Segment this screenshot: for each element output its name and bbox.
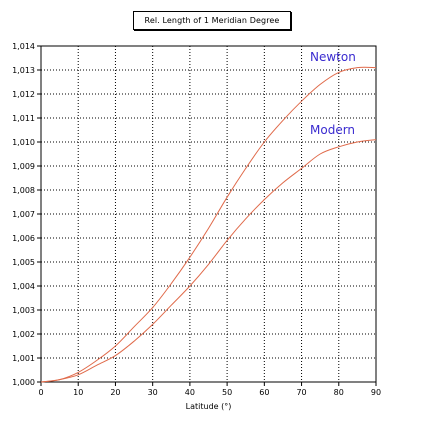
y-tick-label: 1,006 [12,234,35,243]
x-tick-label: 60 [259,388,269,397]
y-tick-label: 1,012 [12,90,35,99]
y-tick-label: 1,001 [12,354,35,363]
y-tick-label: 1,004 [12,282,35,291]
y-tick-label: 1,009 [12,162,35,171]
x-axis: 0 10 20 30 40 50 60 70 80 90 [38,382,381,397]
plot-border [40,45,377,383]
series-line-modern [40,139,377,383]
x-tick-label: 30 [148,388,158,397]
x-tick-label: 70 [296,388,306,397]
x-tick-label: 20 [110,388,120,397]
series-label-newton: Newton [310,50,356,64]
grid [41,46,376,382]
y-tick-label: 1,003 [12,306,35,315]
x-tick-label: 10 [73,388,83,397]
y-tick-label: 1,005 [12,258,35,267]
y-axis: 1,000 1,001 1,002 1,003 1,004 1,005 1,006 1,007… [12,42,41,387]
chart-title-box: Rel. Length of 1 Meridian Degree [133,11,291,30]
y-tick-label: 1,007 [12,210,35,219]
y-tick-label: 1,014 [12,42,35,51]
plot-frame [40,45,377,383]
x-axis-label: Latitude (°) [186,402,232,411]
y-tick-label: 1,010 [12,138,35,147]
series-lines [40,66,377,383]
y-tick-label: 1,011 [12,114,35,123]
y-tick-label: 1,002 [12,330,35,339]
series-labels: Newton Modern [310,50,356,137]
x-tick-label: 50 [222,388,232,397]
x-tick-label: 90 [371,388,381,397]
x-tick-label: 80 [334,388,344,397]
series-line-newton [40,66,377,383]
x-tick-label: 0 [38,388,43,397]
x-tick-label: 40 [185,388,195,397]
y-tick-label: 1,013 [12,66,35,75]
y-tick-label: 1,000 [12,378,35,387]
y-tick-label: 1,008 [12,186,35,195]
series-label-modern: Modern [310,123,355,137]
chart-title: Rel. Length of 1 Meridian Degree [144,16,280,25]
